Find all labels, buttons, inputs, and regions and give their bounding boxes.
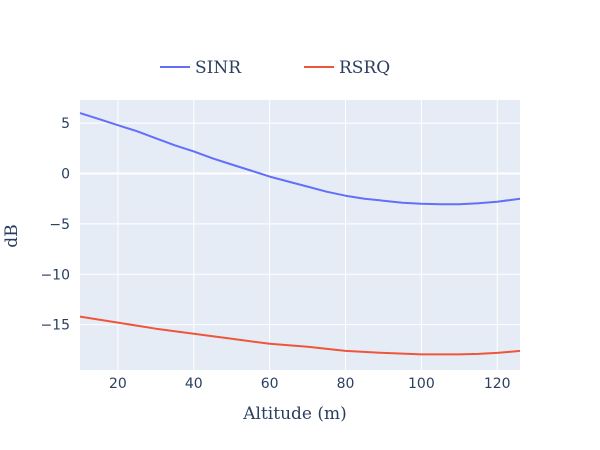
y-axis-title: dB (2, 224, 22, 247)
series-line-rsrq (79, 315, 521, 356)
legend-label: RSRQ (339, 58, 390, 78)
series-line-sinr (79, 112, 521, 206)
y-tick-label: 0 (61, 167, 70, 183)
legend-label: SINR (195, 58, 242, 78)
legend-item-rsrq[interactable]: RSRQ (304, 58, 390, 78)
legend[interactable]: SINR RSRQ (160, 58, 390, 78)
grid (80, 100, 520, 370)
y-tick-label: −15 (40, 318, 70, 334)
series-layer (79, 112, 521, 356)
y-tick-label: −10 (40, 267, 70, 283)
y-tick-label: −5 (49, 217, 70, 233)
x-tick-label: 100 (408, 376, 435, 392)
plot-area (80, 100, 520, 370)
x-axis-title: Altitude (m) (242, 404, 347, 424)
x-tick-label: 40 (185, 376, 203, 392)
x-tick-label: 80 (337, 376, 355, 392)
x-tick-label: 20 (109, 376, 127, 392)
x-axis-ticks: 20 40 60 80 100 120 (109, 376, 511, 392)
x-tick-label: 120 (484, 376, 511, 392)
y-axis-ticks: 5 0 −5 −10 −15 (40, 116, 70, 333)
x-tick-label: 60 (261, 376, 279, 392)
y-tick-label: 5 (61, 116, 70, 132)
legend-item-sinr[interactable]: SINR (160, 58, 242, 78)
